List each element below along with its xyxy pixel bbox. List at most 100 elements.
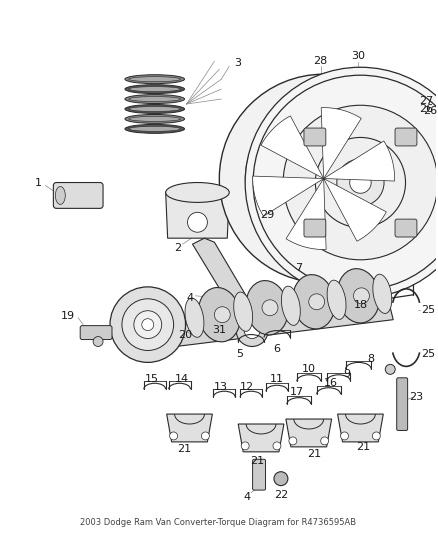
Text: 10: 10 — [302, 365, 316, 374]
Ellipse shape — [55, 187, 65, 204]
Circle shape — [309, 294, 325, 310]
Text: 18: 18 — [353, 300, 367, 310]
Text: 8: 8 — [367, 354, 374, 365]
Text: 12: 12 — [240, 382, 254, 392]
Ellipse shape — [125, 124, 184, 133]
Ellipse shape — [373, 274, 392, 313]
Text: 21: 21 — [177, 444, 191, 454]
Text: 27: 27 — [419, 96, 433, 106]
Circle shape — [337, 159, 384, 206]
Text: 2: 2 — [174, 243, 181, 253]
Circle shape — [283, 105, 438, 260]
Text: 25: 25 — [421, 350, 435, 359]
Polygon shape — [338, 414, 383, 442]
Text: 25: 25 — [421, 305, 435, 314]
Text: 11: 11 — [270, 374, 284, 384]
Circle shape — [350, 172, 371, 193]
Circle shape — [236, 314, 268, 346]
Text: 28: 28 — [314, 56, 328, 66]
Circle shape — [412, 103, 424, 115]
Ellipse shape — [129, 116, 180, 122]
Polygon shape — [166, 414, 212, 442]
Circle shape — [289, 226, 298, 236]
Ellipse shape — [198, 287, 240, 342]
Circle shape — [93, 336, 103, 346]
Circle shape — [214, 307, 230, 322]
Ellipse shape — [166, 182, 229, 203]
Text: 14: 14 — [174, 374, 189, 384]
Circle shape — [201, 432, 209, 440]
Text: 9: 9 — [343, 369, 350, 379]
Circle shape — [347, 190, 355, 198]
Polygon shape — [286, 419, 332, 447]
Circle shape — [289, 437, 297, 445]
Text: 16: 16 — [324, 378, 338, 388]
Circle shape — [110, 287, 186, 362]
Circle shape — [241, 442, 249, 450]
FancyBboxPatch shape — [53, 182, 103, 208]
Ellipse shape — [125, 75, 184, 84]
Circle shape — [303, 158, 345, 199]
Circle shape — [349, 121, 359, 131]
Circle shape — [258, 174, 268, 183]
Circle shape — [219, 74, 428, 283]
Text: 3: 3 — [234, 58, 241, 68]
Circle shape — [170, 432, 177, 440]
Ellipse shape — [125, 94, 184, 103]
Circle shape — [277, 132, 371, 225]
Wedge shape — [261, 116, 324, 179]
Polygon shape — [166, 192, 229, 238]
Circle shape — [142, 319, 154, 330]
FancyBboxPatch shape — [395, 128, 417, 146]
Circle shape — [353, 288, 369, 304]
FancyBboxPatch shape — [304, 219, 326, 237]
Polygon shape — [148, 300, 393, 350]
Text: 21: 21 — [250, 456, 264, 466]
FancyBboxPatch shape — [253, 459, 265, 490]
Text: 26: 26 — [419, 104, 433, 114]
Circle shape — [245, 100, 402, 257]
Circle shape — [309, 145, 317, 153]
Circle shape — [315, 138, 406, 228]
Wedge shape — [321, 108, 361, 179]
Circle shape — [262, 300, 278, 316]
Circle shape — [296, 195, 304, 203]
Circle shape — [385, 365, 395, 374]
Text: 2003 Dodge Ram Van Converter-Torque Diagram for R4736595AB: 2003 Dodge Ram Van Converter-Torque Diag… — [80, 518, 357, 527]
Ellipse shape — [337, 269, 380, 323]
FancyBboxPatch shape — [80, 326, 112, 340]
Circle shape — [253, 75, 438, 290]
FancyBboxPatch shape — [313, 269, 326, 306]
Text: 29: 29 — [260, 211, 274, 220]
Polygon shape — [192, 238, 264, 335]
Circle shape — [274, 472, 288, 486]
Ellipse shape — [246, 280, 288, 335]
Ellipse shape — [129, 87, 180, 92]
Circle shape — [289, 121, 298, 131]
Text: 19: 19 — [61, 311, 75, 321]
Text: 13: 13 — [214, 382, 228, 392]
Circle shape — [244, 322, 260, 338]
Ellipse shape — [129, 107, 180, 111]
Ellipse shape — [129, 77, 180, 82]
Text: 6: 6 — [273, 344, 280, 354]
Text: 23: 23 — [409, 392, 423, 402]
Text: 31: 31 — [212, 325, 226, 335]
Circle shape — [313, 168, 334, 189]
Text: 15: 15 — [145, 374, 159, 384]
Text: 26: 26 — [423, 106, 437, 116]
Circle shape — [341, 432, 349, 440]
Text: 4: 4 — [244, 491, 251, 502]
Circle shape — [273, 442, 281, 450]
Ellipse shape — [129, 126, 180, 131]
Ellipse shape — [234, 292, 253, 332]
Wedge shape — [324, 179, 386, 241]
Polygon shape — [238, 424, 284, 452]
FancyBboxPatch shape — [395, 219, 417, 237]
Ellipse shape — [327, 280, 346, 319]
Text: 21: 21 — [357, 442, 371, 452]
Ellipse shape — [281, 286, 300, 325]
Wedge shape — [286, 179, 326, 249]
Text: 17: 17 — [290, 387, 304, 397]
FancyBboxPatch shape — [304, 128, 326, 146]
